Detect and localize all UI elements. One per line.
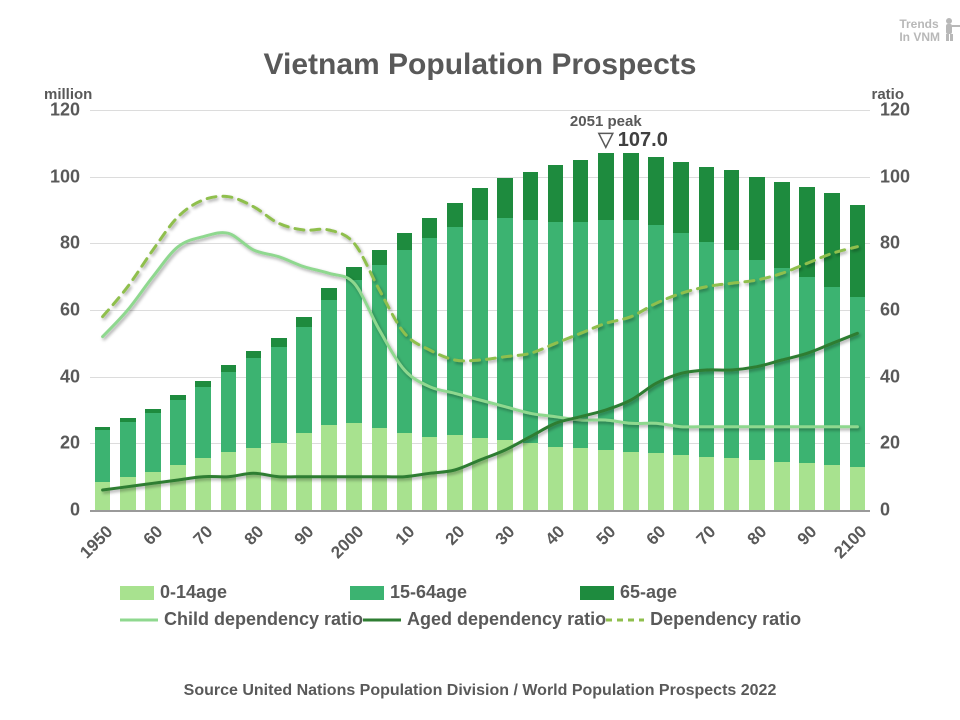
legend-label: 15-64age [390, 582, 467, 603]
ytick-right: 120 [880, 100, 940, 121]
legend-item: 15-64age [350, 582, 580, 603]
legend-row-lines: Child dependency ratio Aged dependency ra… [120, 609, 840, 630]
legend-item: Child dependency ratio [120, 609, 363, 630]
line-aged [103, 333, 858, 490]
legend-label: Dependency ratio [650, 609, 801, 630]
xtick: 40 [542, 522, 570, 550]
xtick: 90 [290, 522, 318, 550]
peak-value: 107.0 [618, 129, 668, 152]
peak-year-label: 2051 peak [570, 113, 642, 130]
ytick-left: 60 [20, 300, 80, 321]
legend-item: 0-14age [120, 582, 350, 603]
ytick-right: 20 [880, 433, 940, 454]
logo-line1: Trends [899, 17, 938, 31]
xtick: 80 [240, 522, 268, 550]
ytick-right: 60 [880, 300, 940, 321]
xtick: 20 [441, 522, 469, 550]
xtick: 2000 [327, 522, 368, 563]
chart-container: Trends In VNM Vietnam Population Prospec… [0, 0, 960, 720]
legend-line-swatch [606, 611, 644, 629]
ytick-left: 120 [20, 100, 80, 121]
x-axis-baseline [90, 510, 870, 512]
legend-item: Dependency ratio [606, 609, 836, 630]
xtick: 1950 [76, 522, 117, 563]
legend: 0-14age 15-64age 65-age Child dependency r… [120, 582, 840, 636]
peak-marker-icon [599, 133, 613, 147]
ytick-left: 40 [20, 366, 80, 387]
legend-row-bars: 0-14age 15-64age 65-age [120, 582, 840, 603]
legend-swatch [580, 586, 614, 600]
ytick-right: 0 [880, 500, 940, 521]
xtick: 60 [643, 522, 671, 550]
legend-label: 0-14age [160, 582, 227, 603]
xtick: 90 [794, 522, 822, 550]
source-citation: Source United Nations Population Divisio… [0, 682, 960, 700]
legend-item: 65-age [580, 582, 810, 603]
xtick: 50 [592, 522, 620, 550]
xtick: 70 [190, 522, 218, 550]
ytick-left: 100 [20, 166, 80, 187]
xtick: 60 [140, 522, 168, 550]
xtick: 30 [492, 522, 520, 550]
legend-swatch [120, 586, 154, 600]
ytick-right: 80 [880, 233, 940, 254]
legend-item: Aged dependency ratio [363, 609, 606, 630]
ytick-left: 20 [20, 433, 80, 454]
ytick-left: 80 [20, 233, 80, 254]
ytick-left: 0 [20, 500, 80, 521]
xtick: 10 [391, 522, 419, 550]
legend-label: Aged dependency ratio [407, 609, 606, 630]
legend-line-swatch [120, 611, 158, 629]
ytick-right: 100 [880, 166, 940, 187]
xtick: 70 [693, 522, 721, 550]
legend-label: 65-age [620, 582, 677, 603]
xtick: 2100 [831, 522, 872, 563]
legend-label: Child dependency ratio [164, 609, 363, 630]
legend-swatch [350, 586, 384, 600]
ytick-right: 40 [880, 366, 940, 387]
plot-area: 002020404060608080100100120120 195060708… [90, 110, 870, 510]
logo-icon [943, 16, 960, 42]
line-overlay [90, 110, 870, 510]
xtick: 80 [743, 522, 771, 550]
line-child [103, 233, 858, 427]
legend-line-swatch [363, 611, 401, 629]
site-logo: Trends In VNM [899, 18, 940, 44]
chart-title: Vietnam Population Prospects [0, 48, 960, 82]
logo-line2: In VNM [899, 30, 940, 44]
line-total [103, 196, 858, 361]
